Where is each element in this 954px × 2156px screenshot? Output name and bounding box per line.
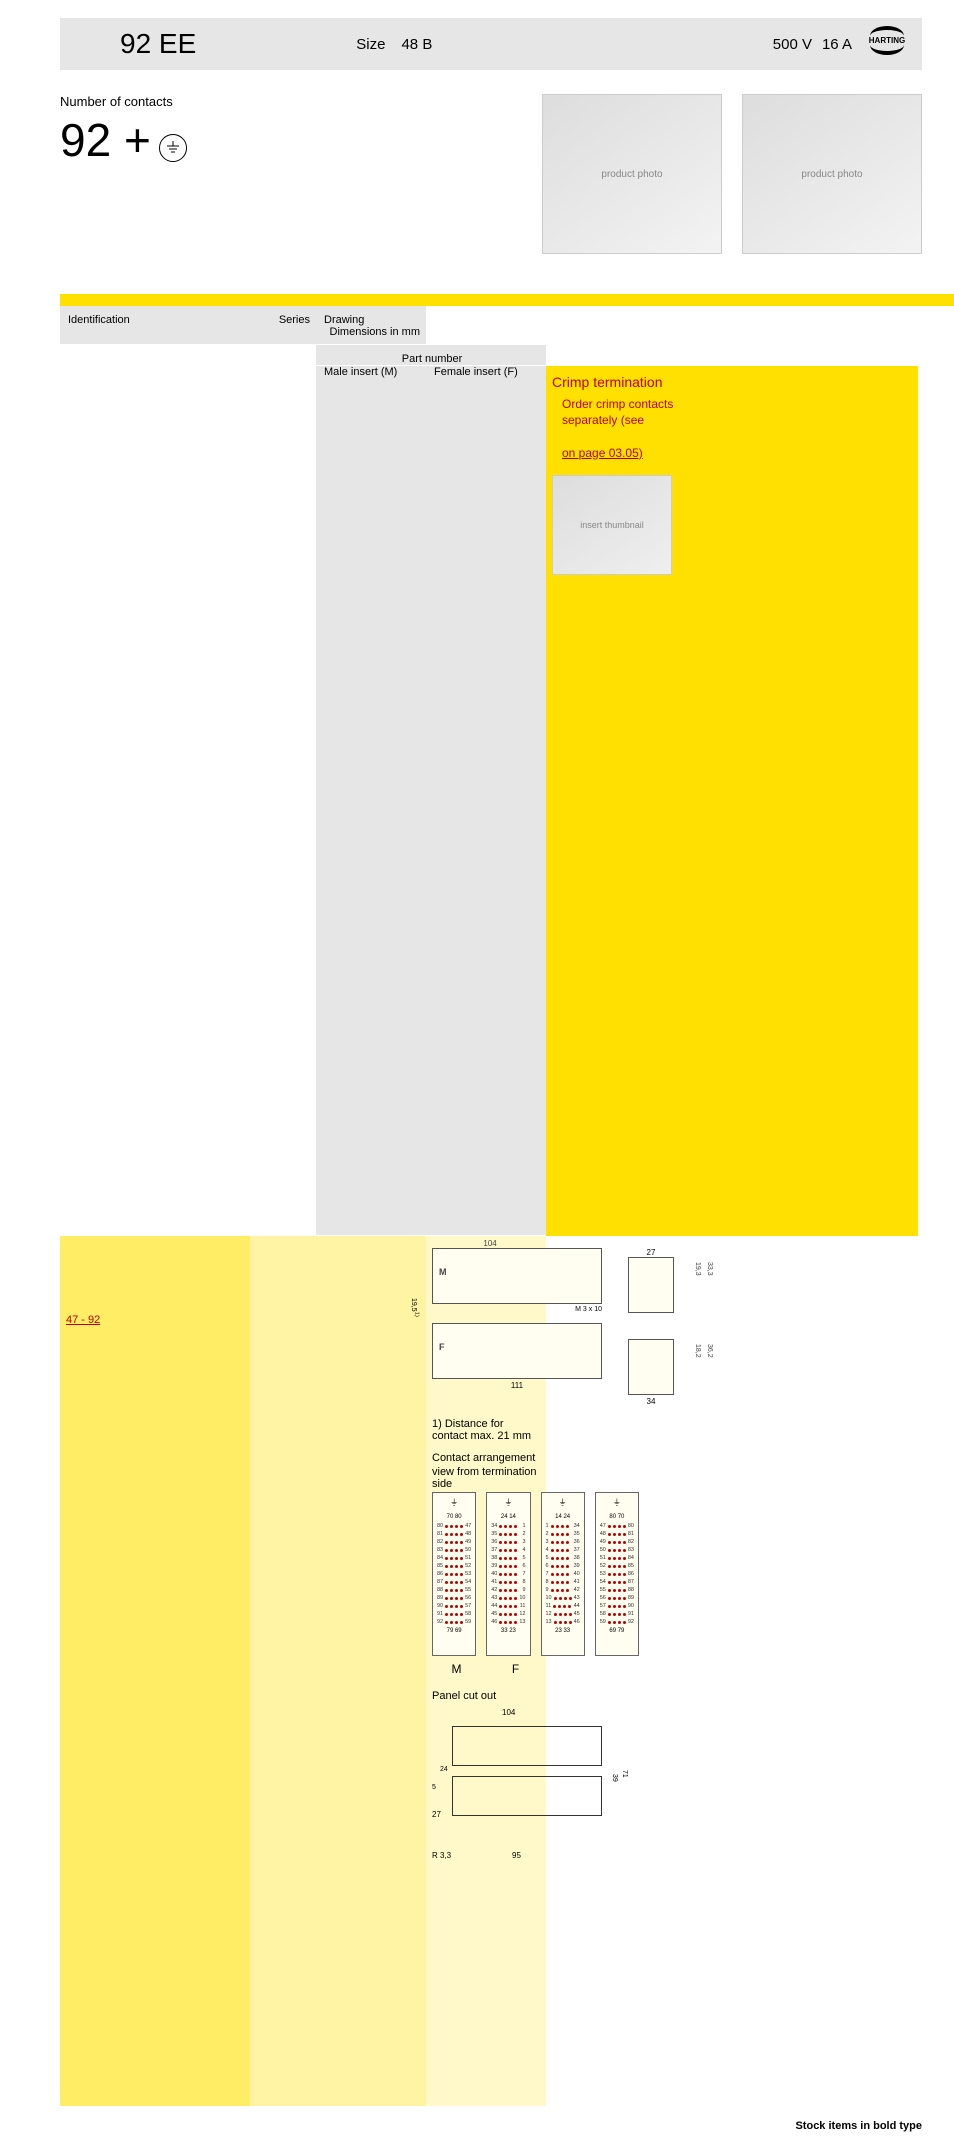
cutout-dim-r33: R 3,3 [432, 1851, 451, 1860]
size-value: 48 B [401, 36, 432, 53]
crimp-note-2: separately (see [562, 413, 644, 427]
cutout-dim-95: 95 [512, 1851, 521, 1860]
crimp-note: Order crimp contacts separately (see on … [552, 396, 912, 461]
col-identification: Crimp termination Order crimp contacts s… [546, 366, 918, 1236]
th-drawing: Drawing Dimensions in mm [316, 306, 426, 345]
cutout-dim-5: 5 [432, 1784, 436, 1791]
drawing-m-side: 19,3 33,3 [628, 1257, 674, 1313]
voltage: 500 V [773, 36, 812, 53]
rating-block: 500 V 16 A [773, 36, 852, 53]
yellow-accent-band [60, 294, 922, 306]
product-code: 92 EE [120, 28, 196, 60]
cutout-dim-39: 39 [611, 1774, 618, 1782]
th-male: Male insert (M) [316, 366, 426, 1236]
th-female: Female insert (F) [426, 366, 546, 1236]
size-label: Size [356, 36, 385, 53]
panel-cutout-drawing: 104 5 24 27 39 71 R 3,3 95 [432, 1710, 612, 1860]
col-series: 47 - 92 [60, 1236, 250, 2106]
drawing-m-outline: M 104 [432, 1248, 602, 1304]
pin-arrangement-card: ⏚24 143413523633743853964074184294310441… [486, 1492, 530, 1656]
contact-arrangement-row: ⏚70 808047814882498350845185528653875488… [432, 1492, 540, 1656]
dim-bottom-111: 111 [432, 1381, 602, 1390]
spec-table: Identification Series Part number Drawin… [60, 306, 922, 2106]
dim-34: 34 [628, 1397, 674, 1406]
dim-m-33-3: 33,3 [706, 1262, 713, 1276]
crimp-title: Crimp termination [552, 374, 912, 390]
drawing-m-label: M [439, 1267, 447, 1277]
th-part-number: Part number [316, 345, 546, 366]
crimp-note-3: on page 03.05) [562, 446, 643, 460]
pin-arrangement-card: ⏚80 704780488149825083518452855386548755… [595, 1492, 639, 1656]
contacts-label: Number of contacts [60, 94, 340, 109]
col-female-insert [316, 1236, 426, 2106]
contacts-number: 92 + [60, 113, 151, 167]
arrangement-title: Contact arrangement [432, 1452, 540, 1464]
size-block: Size 48 B [356, 36, 432, 53]
arrangement-sub: view from termination side [432, 1466, 540, 1490]
brand-logo: HARTING [862, 22, 912, 58]
dim-top-104: 104 [483, 1239, 496, 1248]
dim-f-36-2: 36,2 [706, 1344, 713, 1358]
drawing-f-label: F [439, 1342, 445, 1352]
cutout-dim-27: 27 [432, 1810, 441, 1819]
col-male-insert [250, 1236, 316, 2106]
contacts-value-row: 92 + [60, 113, 340, 167]
series-value: 47 - 92 [66, 1314, 244, 1326]
current: 16 A [822, 36, 852, 53]
product-photo-male [542, 94, 722, 254]
dim-27: 27 [628, 1248, 674, 1257]
m3-label: M 3 x 10 [432, 1306, 602, 1313]
dim-left-19-5: 19,5 [410, 1298, 417, 1312]
arrangement-f-label: F [491, 1662, 540, 1676]
dim-m-19-3: 19,3 [694, 1262, 701, 1276]
drawing-f-side: 18,2 36,2 [628, 1339, 674, 1395]
header-bar: 92 EE Size 48 B 500 V 16 A HARTING [60, 18, 922, 70]
crimp-thumbnail: insert thumbnail [552, 475, 672, 575]
distance-note: 1) Distance for contact max. 21 mm [432, 1418, 540, 1442]
pin-arrangement-card: ⏚70 808047814882498350845185528653875488… [432, 1492, 476, 1656]
cutout-dim-24: 24 [440, 1766, 448, 1773]
col-drawing: M 104 19,51) M 3 x 10 F 111 27 19,3 33,3 [426, 1236, 546, 2106]
ground-icon [159, 134, 187, 162]
dim-f-18-2: 18,2 [694, 1344, 701, 1358]
panel-cutout-title: Panel cut out [432, 1690, 540, 1702]
th-dimensions-label: Dimensions in mm [330, 326, 420, 338]
pin-arrangement-card: ⏚14 241342353364375386397408419421043114… [541, 1492, 585, 1656]
th-identification: Identification [60, 306, 250, 345]
drawing-f-outline: F [432, 1323, 602, 1379]
contacts-block: Number of contacts 92 + [60, 94, 340, 167]
brand-name: HARTING [869, 36, 905, 45]
th-series: Series [250, 306, 316, 345]
cutout-dim-104: 104 [502, 1708, 515, 1717]
footer-stock-note: Stock items in bold type [60, 2120, 922, 2132]
crimp-note-1: Order crimp contacts [562, 397, 673, 411]
product-photos [542, 94, 922, 254]
product-photo-female [742, 94, 922, 254]
arrangement-m-label: M [432, 1662, 481, 1676]
th-drawing-label: Drawing [324, 314, 364, 326]
cutout-dim-71: 71 [621, 1770, 628, 1778]
